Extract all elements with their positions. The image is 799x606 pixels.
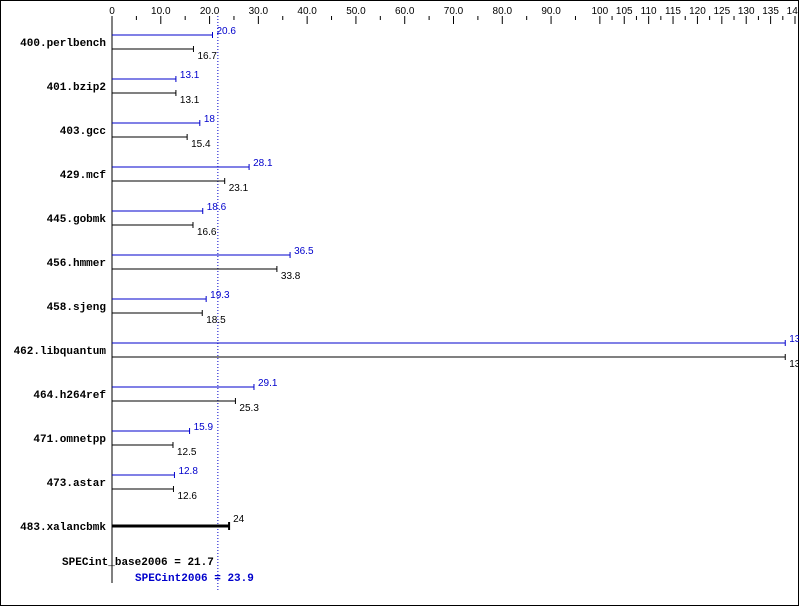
value-base: 13.1 — [180, 95, 200, 106]
benchmark-label: 429.mcf — [60, 170, 107, 182]
xaxis-tick-label: 20.0 — [200, 6, 220, 17]
xaxis-tick-label: 50.0 — [346, 6, 366, 17]
benchmark-label: 400.perlbench — [20, 38, 106, 50]
value-peak: 18.6 — [207, 202, 227, 213]
xaxis-tick-label: 30.0 — [249, 6, 269, 17]
benchmark-label: 471.omnetpp — [33, 434, 106, 446]
value-base: 33.8 — [281, 271, 301, 282]
summary-base: SPECint_base2006 = 21.7 — [62, 557, 214, 569]
value-base: 12.5 — [177, 447, 197, 458]
xaxis-tick-label: 80.0 — [493, 6, 513, 17]
xaxis-tick-label: 100 — [592, 6, 609, 17]
value-peak: 138 — [789, 334, 799, 345]
benchmark-label: 401.bzip2 — [47, 82, 106, 94]
benchmark-label: 462.libquantum — [14, 346, 107, 358]
xaxis-tick-label: 10.0 — [151, 6, 171, 17]
xaxis-tick-label: 70.0 — [444, 6, 464, 17]
value-peak: 36.5 — [294, 246, 314, 257]
xaxis-tick-label: 60.0 — [395, 6, 415, 17]
benchmark-label: 464.h264ref — [33, 390, 106, 402]
benchmark-label: 458.sjeng — [47, 302, 106, 314]
value-peak: 28.1 — [253, 158, 273, 169]
spec-chart: 0 10.0 20.0 30.0 40.0 50.0 60.0 70.0 80.0 90.0 100… — [0, 0, 799, 606]
value-base: 25.3 — [239, 403, 259, 414]
value-base: 138 — [789, 359, 799, 370]
value-base: 16.6 — [197, 227, 217, 238]
benchmark-label: 403.gcc — [60, 126, 106, 138]
xaxis-tick-label: 115 — [665, 6, 681, 17]
value-base: 12.6 — [177, 491, 197, 502]
value-peak: 19.3 — [210, 290, 230, 301]
xaxis-tick-label: 140 — [787, 6, 799, 17]
value-peak: 15.9 — [194, 422, 214, 433]
xaxis-tick-label: 90.0 — [541, 6, 561, 17]
xaxis-tick-label: 120 — [689, 6, 706, 17]
value-base: 18.5 — [206, 315, 226, 326]
benchmark-label: 473.astar — [47, 478, 106, 490]
xaxis-tick-label: 110 — [641, 6, 657, 17]
value-base: 15.4 — [191, 139, 211, 150]
value-peak: 13.1 — [180, 70, 200, 81]
value-single: 24 — [233, 514, 245, 525]
benchmark-label: 456.hmmer — [47, 258, 106, 270]
value-peak: 20.6 — [216, 26, 236, 37]
summary-peak: SPECint2006 = 23.9 — [135, 573, 254, 585]
value-peak: 12.8 — [178, 466, 198, 477]
xaxis-tick-label: 0 — [109, 6, 115, 17]
xaxis-tick-label: 40.0 — [297, 6, 317, 17]
benchmark-label: 445.gobmk — [47, 214, 107, 226]
value-peak: 18 — [204, 114, 216, 125]
value-base: 16.7 — [197, 51, 217, 62]
xaxis-tick-label: 130 — [738, 6, 755, 17]
value-peak: 29.1 — [258, 378, 278, 389]
value-base: 23.1 — [229, 183, 249, 194]
benchmark-label: 483.xalancbmk — [20, 522, 106, 534]
xaxis-tick-label: 125 — [713, 6, 730, 17]
xaxis-tick-label: 135 — [762, 6, 779, 17]
xaxis-tick-label: 105 — [616, 6, 633, 17]
chart-bg — [0, 0, 799, 606]
